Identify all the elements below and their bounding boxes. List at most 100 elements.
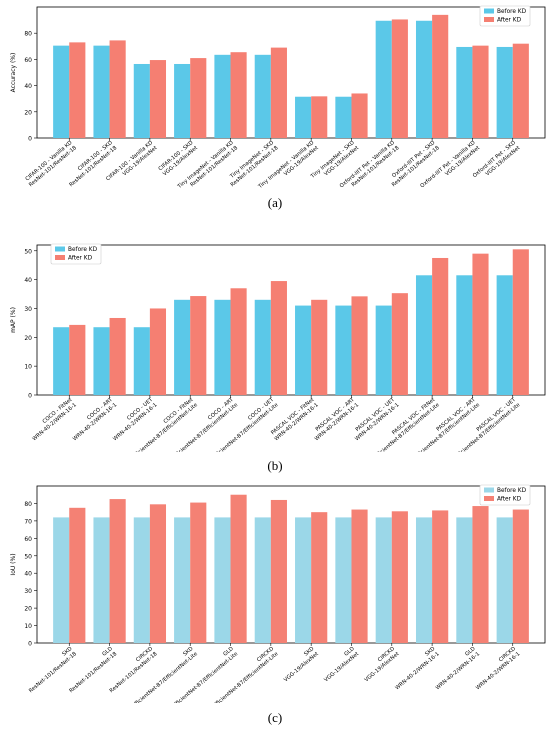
bar-before-kd [496, 46, 513, 138]
bar-after-kd [472, 506, 489, 643]
legend-label: After KD [68, 256, 93, 262]
y-axis-label: Accuracy (%) [10, 53, 17, 93]
bar-before-kd [295, 96, 312, 138]
y-axis-label: mAP (%) [10, 307, 17, 333]
y-tick-label: 60 [24, 536, 32, 543]
bar-before-kd [133, 327, 150, 395]
bar-after-kd [270, 47, 287, 138]
bar-before-kd [335, 96, 352, 138]
bar-after-kd [69, 507, 86, 643]
legend-swatch [55, 246, 65, 252]
y-tick-label: 50 [24, 553, 32, 560]
bar-before-kd [174, 517, 191, 643]
bar-after-kd [472, 45, 489, 138]
x-tick-label-line: WRN-40-2/WRN-16-1 [394, 651, 440, 691]
x-tick-label-line: Oxford-IIIT Pet - SKD [391, 140, 436, 179]
legend-swatch [484, 487, 494, 493]
bar-before-kd [93, 45, 110, 138]
bar-before-kd [295, 305, 312, 395]
bar-before-kd [335, 517, 352, 643]
legend-swatch [484, 17, 494, 22]
y-tick-label: 20 [24, 109, 32, 116]
bar-before-kd [496, 517, 513, 643]
bar-after-kd [311, 299, 328, 395]
bar-before-kd [93, 517, 110, 643]
bar-before-kd [214, 517, 231, 643]
x-tick-label-line: Oxford-IIIT Pet - SKD [472, 140, 517, 179]
accuracy-bar-chart: 0 20 40 60 80 Accuracy (%) CIFAR-100 - Vanilla… [10, 5, 546, 191]
y-tick-label: 40 [24, 277, 32, 284]
x-tick-label-line: SKD [424, 646, 436, 658]
bar-after-kd [69, 42, 86, 139]
y-tick-label: 30 [24, 306, 32, 313]
bar-before-kd [456, 46, 473, 138]
chart-panel-b: 0 10 20 30 40 50 mAP (%) COCO - FitNet WRN-40-2/… [0, 237, 550, 461]
bar-after-kd [149, 60, 167, 138]
bar-before-kd [415, 275, 433, 395]
bar-after-kd [190, 296, 207, 395]
x-tick-label-line: GLD [464, 646, 476, 658]
caption-a: (a) [267, 195, 283, 210]
x-tick-label-line: EfficientNet-B7/EfficientNet-Lite [211, 651, 279, 703]
legend-label: After KD [497, 18, 522, 24]
bar-after-kd [270, 281, 287, 395]
bar-before-kd [375, 305, 392, 395]
bar-after-kd [311, 512, 328, 643]
y-tick-label: 0 [28, 393, 32, 400]
y-tick-label: 80 [24, 501, 32, 508]
bar-after-kd [351, 509, 368, 643]
bar-after-kd [109, 499, 126, 643]
legend-label: After KD [497, 497, 522, 503]
bar-before-kd [496, 275, 513, 395]
bar-before-kd [53, 517, 70, 643]
caption-b: (b) [267, 458, 283, 473]
chart-panel-a: 0 20 40 60 80 Accuracy (%) CIFAR-100 - Vanilla… [0, 0, 550, 191]
bar-after-kd [69, 324, 86, 395]
bar-after-kd [432, 257, 449, 395]
x-tick-label-line: PASCAL VOC - FitNet [270, 397, 315, 436]
x-tick-label-line: VGG-19/AlexNet [323, 651, 360, 683]
bar-after-kd [190, 502, 207, 643]
bar-before-kd [456, 517, 473, 643]
y-tick-label: 40 [24, 571, 32, 578]
bar-before-kd [415, 20, 433, 139]
bar-after-kd [230, 52, 247, 138]
bar-before-kd [214, 54, 231, 138]
x-tick-label-line: GLD [101, 646, 113, 658]
bar-before-kd [295, 517, 312, 643]
x-tick-label-line: CIFAR-100 - Vanilla KD [25, 140, 74, 182]
map-bar-chart: 0 10 20 30 40 50 mAP (%) COCO - FitNetWRN-40-2/… [10, 243, 546, 461]
legend-swatch [484, 8, 494, 14]
y-tick-label: 0 [28, 136, 32, 143]
y-tick-label: 10 [24, 364, 32, 371]
bar-after-kd [311, 96, 328, 138]
bar-after-kd [270, 499, 287, 643]
bar-after-kd [109, 317, 126, 395]
bar-after-kd [230, 288, 247, 395]
bar-before-kd [53, 45, 70, 138]
bar-before-kd [254, 517, 271, 643]
bar-after-kd [391, 19, 408, 138]
y-tick-label: 40 [24, 83, 32, 90]
caption-c: (c) [267, 710, 283, 725]
y-tick-label: 30 [24, 588, 32, 595]
bar-before-kd [254, 299, 271, 395]
bar-before-kd [375, 517, 392, 643]
legend-swatch [55, 255, 65, 260]
legend-swatch [484, 496, 494, 501]
bar-after-kd [149, 504, 167, 643]
bar-after-kd [512, 43, 529, 138]
x-tick-label-line: VGG-19/AlexNet [283, 651, 320, 683]
y-tick-label: 0 [28, 641, 32, 648]
bar-before-kd [254, 54, 271, 138]
x-tick-label-line: WRN-40-2/WRN-16-1 [435, 651, 481, 691]
x-tick-label-line: PASCAL VOC - FitNet [391, 397, 436, 436]
x-tick-label-line: SKD [303, 646, 315, 658]
bar-after-kd [391, 511, 408, 643]
legend-label: Before KD [497, 9, 527, 15]
